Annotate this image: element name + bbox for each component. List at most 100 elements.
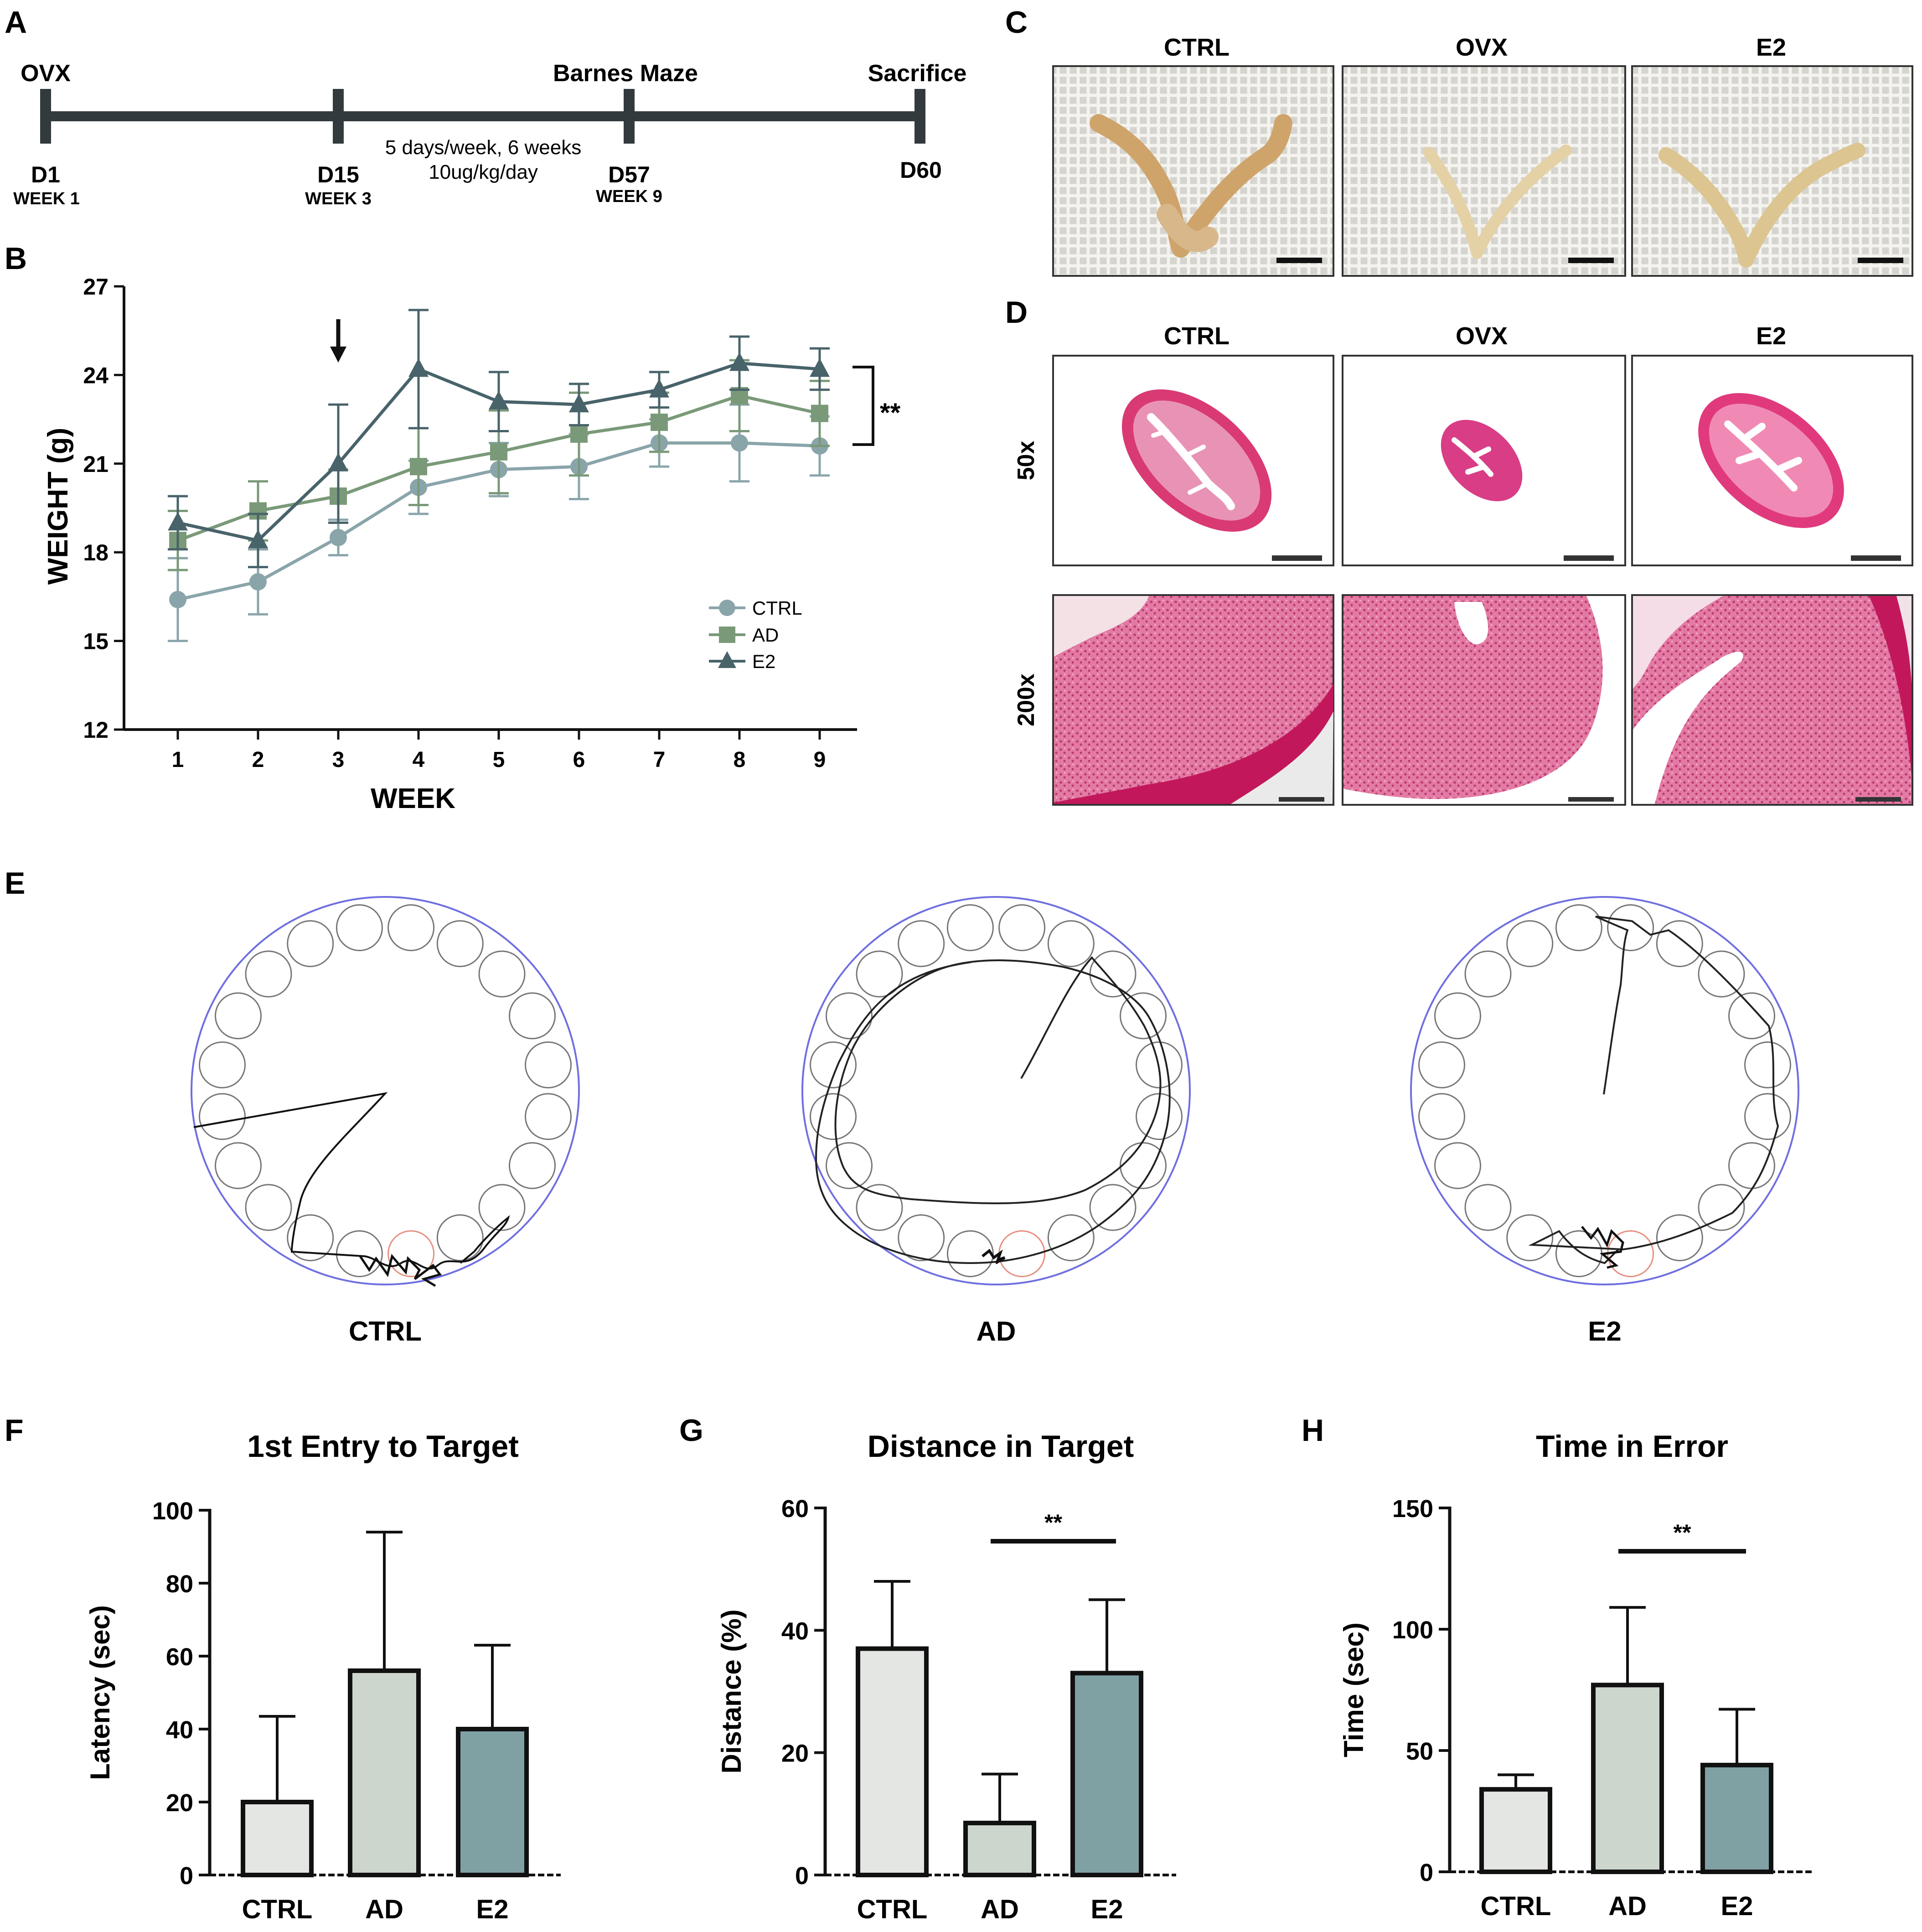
maze-hole	[1120, 1142, 1167, 1189]
c-title-e2: E2	[1756, 34, 1786, 61]
timeline-day-d60: D60	[900, 157, 942, 183]
panel-label-h: H	[1302, 1413, 1324, 1448]
maze-hole	[998, 904, 1046, 951]
x-tick-label: 1	[172, 748, 184, 772]
x-tick-label: 9	[814, 748, 826, 772]
data-point	[249, 573, 267, 590]
panel-a: A OVX Barnes Maze Sacrifice D1 D15 D57 D…	[5, 5, 966, 208]
panel-label-g: G	[679, 1413, 703, 1448]
x-tick-label: E2	[476, 1895, 509, 1924]
data-point	[651, 414, 668, 431]
maze-hole	[1089, 950, 1137, 998]
trajectory-ctrl-scribble	[359, 1253, 442, 1287]
x-tick-label: 3	[332, 748, 345, 772]
maze-target-hole	[388, 1230, 435, 1277]
panel-label-c: C	[1005, 5, 1028, 40]
legend-marker	[719, 600, 735, 616]
histology-50x-ctrl	[1052, 355, 1334, 566]
uterus-photo-ctrl	[1052, 65, 1334, 277]
time-in-error-chart: Time in Error 0 50 100 150 Time (sec) CTRL AD E2…	[1338, 1429, 1814, 1921]
maze-hole	[1047, 1214, 1095, 1261]
x-tick-label: AD	[365, 1895, 403, 1924]
maze-hole	[1136, 1041, 1183, 1088]
maze-hole	[1120, 992, 1167, 1040]
maze-hole	[826, 1142, 873, 1189]
y-tick-label: 60	[166, 1643, 193, 1671]
timeline-week-1: WEEK 1	[13, 189, 80, 208]
x-tick-label: AD	[981, 1895, 1019, 1924]
x-tick-label: AD	[1608, 1891, 1647, 1921]
x-tick-label: 8	[734, 748, 746, 772]
data-point	[490, 443, 507, 461]
timeline-tick-d57	[624, 89, 635, 144]
maze-hole	[336, 1230, 383, 1277]
timeline-tick-d1	[40, 89, 51, 144]
histology-200x-e2	[1631, 594, 1913, 806]
legend-label-ctrl: CTRL	[752, 597, 802, 619]
y-axis-title: Time (sec)	[1338, 1622, 1369, 1757]
maze-hole	[1506, 920, 1554, 967]
maze-hole	[525, 1093, 572, 1140]
timeline-week-9: WEEK 9	[596, 187, 662, 206]
maze-hole	[1728, 992, 1775, 1040]
x-axis-title: WEEK	[371, 783, 455, 814]
maze-hole	[245, 1184, 292, 1231]
timeline-label-barnes: Barnes Maze	[553, 60, 698, 87]
maze-hole	[1555, 1230, 1602, 1277]
maze-hole	[1656, 920, 1703, 967]
significance-mark: **	[880, 398, 901, 428]
y-tick-label: 50	[1406, 1738, 1433, 1765]
maze-hole	[199, 1041, 246, 1088]
data-point	[569, 394, 589, 413]
x-tick-label: 5	[493, 748, 505, 772]
y-axis-title: Latency (sec)	[85, 1605, 115, 1780]
panel-e: E CTRL AD E2	[5, 866, 1799, 1347]
y-tick-label: 0	[795, 1862, 809, 1890]
y-tick-label: 100	[1392, 1616, 1433, 1644]
histology-50x-e2	[1631, 355, 1913, 566]
maze-arena-e2	[1410, 896, 1799, 1285]
d-title-e2: E2	[1756, 322, 1786, 350]
y-tick-label: 80	[166, 1570, 193, 1598]
x-tick-label: 4	[413, 748, 425, 772]
c-title-ovx: OVX	[1456, 34, 1508, 61]
timeline-note-1: 5 days/week, 6 weeks	[385, 136, 581, 159]
legend-label-ad: AD	[752, 624, 779, 646]
x-tick-label: CTRL	[857, 1895, 928, 1924]
significance-bracket	[852, 366, 874, 446]
y-tick-label: 150	[1392, 1495, 1433, 1523]
panel-g: G Distance in Target 0 20 40 60 Distance (%) C…	[679, 1413, 1176, 1924]
timeline-label-sacrifice: Sacrifice	[868, 60, 967, 87]
d-row-label-50x: 50x	[1013, 441, 1039, 481]
data-point	[489, 390, 509, 409]
panel-label-f: F	[5, 1413, 24, 1448]
trajectory-ctrl	[193, 1092, 510, 1269]
maze-hole	[1434, 992, 1481, 1040]
maze-hole	[1464, 950, 1512, 998]
d-row-label-200x: 200x	[1013, 673, 1039, 726]
x-tick-label: CTRL	[1481, 1891, 1551, 1921]
y-tick-label: 18	[83, 540, 108, 565]
latency-chart: 1st Entry to Target 0 20 40 60 80 100 Latency (…	[85, 1429, 561, 1924]
y-tick-label: 20	[781, 1740, 809, 1767]
maze-label-e2: E2	[1588, 1316, 1621, 1347]
trajectory-ad	[815, 956, 1171, 1264]
panel-c: C CTRL OVX E2	[1005, 5, 1913, 277]
timeline-note-2: 10ug/kg/day	[429, 161, 538, 183]
y-tick-label: 0	[1420, 1859, 1433, 1886]
legend-marker	[719, 627, 735, 643]
maze-hole	[245, 950, 292, 998]
chart-title: 1st Entry to Target	[247, 1429, 519, 1464]
panel-label-a: A	[5, 5, 27, 40]
chart-title: Distance in Target	[868, 1429, 1134, 1464]
chart-title: Time in Error	[1536, 1429, 1728, 1464]
data-point	[729, 352, 749, 371]
maze-hole	[856, 1184, 903, 1231]
d-title-ctrl: CTRL	[1164, 322, 1230, 350]
maze-hole	[1728, 1142, 1775, 1189]
y-tick-label: 0	[180, 1862, 193, 1890]
timeline-day-d1: D1	[31, 162, 60, 187]
y-tick-label: 60	[781, 1495, 809, 1523]
